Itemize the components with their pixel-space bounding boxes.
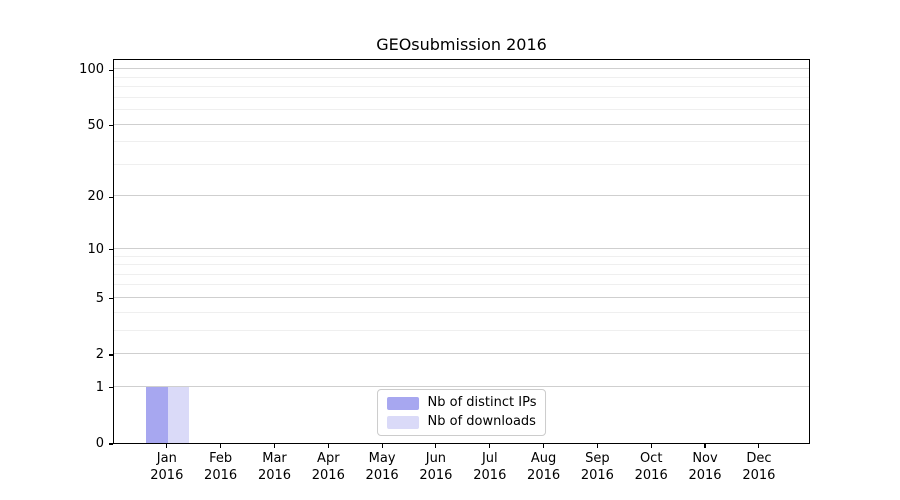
- gridline-major: [114, 68, 809, 70]
- gridline-major: [114, 296, 809, 298]
- y-tick-label: 2: [95, 347, 104, 362]
- x-tick-label: Oct 2016: [634, 451, 668, 483]
- x-tick-mark: [543, 444, 545, 448]
- x-tick-mark: [220, 444, 222, 448]
- y-tick-label: 10: [87, 241, 104, 257]
- gridline-minor: [114, 329, 809, 331]
- bar-downloads-jan: [167, 386, 190, 443]
- gridline-minor: [114, 96, 809, 98]
- y-tick-label: 20: [87, 189, 104, 205]
- x-tick-mark: [650, 444, 652, 448]
- gridline-major: [114, 123, 809, 125]
- x-tick-mark: [704, 444, 706, 448]
- y-tick-mark: [109, 196, 113, 198]
- x-tick-mark: [435, 444, 437, 448]
- gridline-major: [114, 247, 809, 249]
- chart-title: GEOsubmission 2016: [376, 35, 547, 54]
- y-tick-mark: [109, 69, 113, 71]
- legend-item-downloads: Nb of downloads: [386, 414, 537, 430]
- gridline-minor: [114, 163, 809, 165]
- x-tick-mark: [489, 444, 491, 448]
- x-tick-mark: [758, 444, 760, 448]
- gridline-minor: [114, 273, 809, 275]
- gridline-major: [114, 195, 809, 197]
- x-tick-label: Dec 2016: [742, 451, 776, 483]
- y-tick-mark: [109, 125, 113, 127]
- x-tick-label: Sep 2016: [580, 451, 614, 483]
- y-tick-mark: [109, 387, 113, 389]
- legend: Nb of distinct IPs Nb of downloads: [376, 389, 547, 436]
- y-tick-label: 100: [79, 62, 104, 78]
- legend-label-distinct-ips: Nb of distinct IPs: [427, 395, 537, 410]
- x-tick-label: Aug 2016: [527, 451, 561, 483]
- y-tick-mark: [109, 249, 113, 251]
- legend-swatch-distinct-ips: [386, 396, 419, 410]
- x-tick-mark: [273, 444, 276, 448]
- x-tick-mark: [166, 444, 168, 448]
- bar-distinct-ips-jan: [146, 386, 168, 443]
- gridline-major: [114, 353, 809, 354]
- x-tick-label: Jun 2016: [419, 451, 453, 483]
- legend-swatch-downloads: [386, 415, 419, 429]
- x-tick-label: Apr 2016: [311, 451, 345, 483]
- x-tick-label: Feb 2016: [204, 451, 238, 483]
- x-tick-label: Mar 2016: [257, 451, 292, 483]
- y-tick-mark: [109, 298, 113, 300]
- gridline-minor: [114, 284, 809, 286]
- gridline-minor: [114, 255, 809, 257]
- legend-item-distinct-ips: Nb of distinct IPs: [386, 395, 537, 411]
- gridline-minor: [114, 264, 809, 265]
- gridline-major: [114, 385, 809, 387]
- gridline-minor: [114, 109, 809, 111]
- x-tick-label: Jan 2016: [150, 451, 184, 483]
- x-tick-label: May 2016: [365, 451, 399, 483]
- x-tick-mark: [596, 444, 598, 448]
- gridline-minor: [114, 76, 809, 78]
- y-tick-label: 50: [87, 117, 104, 133]
- plot-area: Nb of distinct IPs Nb of downloads: [113, 59, 810, 444]
- x-tick-mark: [327, 444, 329, 448]
- legend-label-downloads: Nb of downloads: [427, 414, 536, 429]
- gridline-minor: [114, 141, 809, 143]
- gridline-minor: [114, 86, 809, 88]
- x-tick-label: Nov 2016: [688, 451, 722, 483]
- gridline-minor: [114, 311, 809, 313]
- y-tick-label: 1: [95, 379, 104, 395]
- y-tick-label: 5: [95, 290, 104, 306]
- x-tick-label: Jul 2016: [473, 451, 507, 483]
- y-tick-mark: [109, 443, 113, 445]
- y-tick-label: 0: [95, 436, 104, 451]
- x-tick-mark: [381, 444, 383, 448]
- y-tick-mark: [109, 354, 113, 356]
